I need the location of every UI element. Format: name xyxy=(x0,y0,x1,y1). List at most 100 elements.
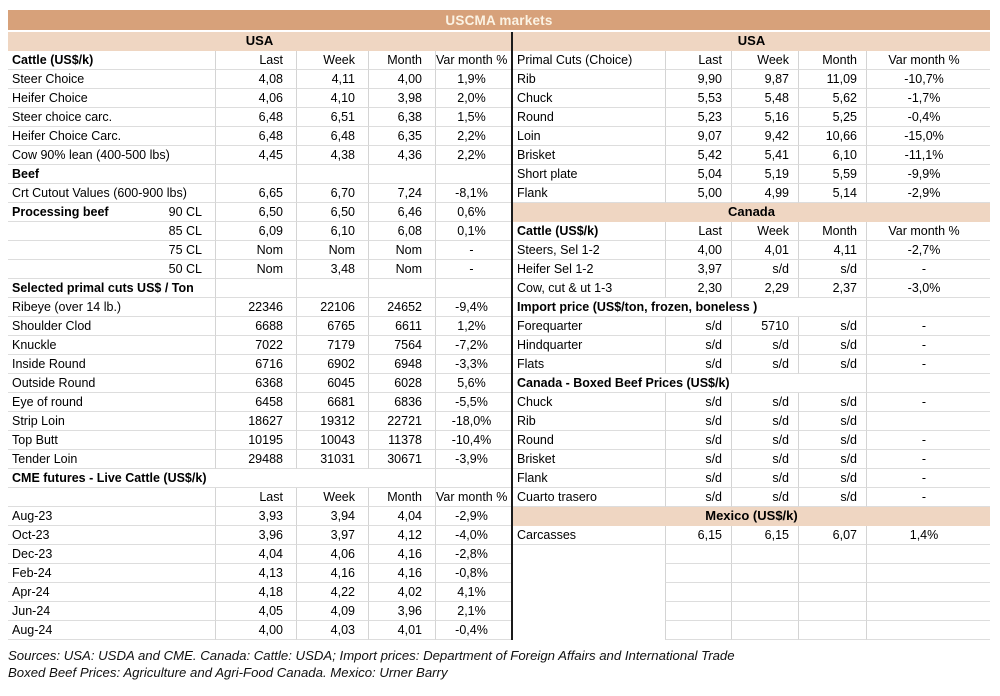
column-group-label: Cattle (US$/k) xyxy=(513,222,665,241)
cell-last: 18627 xyxy=(215,412,296,431)
row-label: Round xyxy=(513,108,665,127)
table-row: Heifer Sel 1-2 3,97 s/d s/d - xyxy=(513,260,990,279)
row-label xyxy=(513,564,665,583)
cell-var: -9,9% xyxy=(866,165,990,184)
cell-last xyxy=(215,279,296,298)
cell-month: 6,46 xyxy=(368,203,435,222)
table-row: Rib 9,90 9,87 11,09 -10,7% xyxy=(513,70,990,89)
table-row: Outside Round 6368 6045 6028 5,6% xyxy=(8,374,511,393)
cell-week: Nom xyxy=(296,241,368,260)
cell-month: s/d xyxy=(798,260,866,279)
table-row: Last Week Month Var month % xyxy=(8,488,511,507)
cell-var: -2,8% xyxy=(435,545,511,564)
cell-var: -0,4% xyxy=(866,108,990,127)
cell-last: 4,06 xyxy=(215,89,296,108)
cell-last: 9,07 xyxy=(665,127,731,146)
cell-last: s/d xyxy=(665,469,731,488)
cell-week: 6,50 xyxy=(296,203,368,222)
cell-week: 9,42 xyxy=(731,127,798,146)
cell-last: Nom xyxy=(215,260,296,279)
cell-week: 7179 xyxy=(296,336,368,355)
cell-var: -9,4% xyxy=(435,298,511,317)
column-group-label: Primal Cuts (Choice) xyxy=(513,51,665,70)
cell-month: 4,01 xyxy=(368,621,435,640)
row-label: 75 CL xyxy=(8,241,215,260)
row-sub-label: 75 CL xyxy=(168,243,202,257)
cell-last: 4,08 xyxy=(215,70,296,89)
table-row: Steer Choice 4,08 4,11 4,00 1,9% xyxy=(8,70,511,89)
row-label: Ribeye (over 14 lb.) xyxy=(8,298,215,317)
region-band-row: USA xyxy=(513,32,990,51)
cell-week: s/d xyxy=(731,450,798,469)
cell-month: s/d xyxy=(798,317,866,336)
row-label: Cow 90% lean (400-500 lbs) xyxy=(8,146,215,165)
row-label: Flank xyxy=(513,469,665,488)
row-label: Outside Round xyxy=(8,374,215,393)
table-row: 75 CL Nom Nom Nom - xyxy=(8,241,511,260)
cell-week: 6902 xyxy=(296,355,368,374)
row-label: 50 CL xyxy=(8,260,215,279)
cell-last: 5,53 xyxy=(665,89,731,108)
table-row: Selected primal cuts US$ / Ton xyxy=(8,279,511,298)
cell-week: 6,70 xyxy=(296,184,368,203)
table-row: Inside Round 6716 6902 6948 -3,3% xyxy=(8,355,511,374)
cell-var: - xyxy=(866,260,990,279)
cell-week: s/d xyxy=(731,431,798,450)
cell-week: 4,22 xyxy=(296,583,368,602)
cell-month: 4,16 xyxy=(368,545,435,564)
row-label: Chuck xyxy=(513,393,665,412)
table-row: Loin 9,07 9,42 10,66 -15,0% xyxy=(513,127,990,146)
column-group-label: Cattle (US$/k) xyxy=(8,51,215,70)
cell-var xyxy=(866,374,990,393)
cell-week: s/d xyxy=(731,469,798,488)
cell-var: -3,0% xyxy=(866,279,990,298)
table-row xyxy=(513,621,990,640)
cell-month: 4,16 xyxy=(368,564,435,583)
cell-var: -3,9% xyxy=(435,450,511,469)
cell-last: 29488 xyxy=(215,450,296,469)
row-label xyxy=(513,621,665,640)
cell-var xyxy=(866,298,990,317)
table-row xyxy=(513,564,990,583)
cell-var: - xyxy=(866,431,990,450)
cell-last xyxy=(665,564,731,583)
cell-month: 6611 xyxy=(368,317,435,336)
report-title: USCMA markets xyxy=(445,12,553,28)
cell-last: 4,05 xyxy=(215,602,296,621)
cell-var: -2,7% xyxy=(866,241,990,260)
row-label: Dec-23 xyxy=(8,545,215,564)
table-row: Carcasses 6,15 6,15 6,07 1,4% xyxy=(513,526,990,545)
table-row: Crt Cutout Values (600-900 lbs) 6,65 6,70 7… xyxy=(8,184,511,203)
row-label xyxy=(513,602,665,621)
cell-var xyxy=(866,602,990,621)
cell-month: s/d xyxy=(798,412,866,431)
sources-line-2: Boxed Beef Prices: Agriculture and Agri-… xyxy=(8,665,448,680)
report-sheet: USCMA markets USA Cattle (US$/k) Last Week M… xyxy=(8,10,990,681)
table-row: Beef xyxy=(8,165,511,184)
cell-var: - xyxy=(435,241,511,260)
tables-container: USA Cattle (US$/k) Last Week Month Var month … xyxy=(8,32,990,640)
table-row: Chuck 5,53 5,48 5,62 -1,7% xyxy=(513,89,990,108)
cell-week xyxy=(296,279,368,298)
cell-month: 6,38 xyxy=(368,108,435,127)
column-header-week: Week xyxy=(296,488,368,507)
cell-var: -7,2% xyxy=(435,336,511,355)
cell-var: 1,9% xyxy=(435,70,511,89)
row-label: Steer Choice xyxy=(8,70,215,89)
cell-last: 6,15 xyxy=(665,526,731,545)
cell-month xyxy=(368,165,435,184)
row-label: Round xyxy=(513,431,665,450)
cell-month: 30671 xyxy=(368,450,435,469)
column-header-week: Week xyxy=(731,222,798,241)
row-label: Processing beef 90 CL xyxy=(8,203,215,222)
region-band-row: Canada xyxy=(513,203,990,222)
region-band-row: USA xyxy=(8,32,511,51)
cell-month: s/d xyxy=(798,393,866,412)
cell-week xyxy=(731,583,798,602)
cell-week: 6,51 xyxy=(296,108,368,127)
table-row: Shoulder Clod 6688 6765 6611 1,2% xyxy=(8,317,511,336)
row-label: Rib xyxy=(513,70,665,89)
cell-var xyxy=(866,564,990,583)
cell-last: s/d xyxy=(665,317,731,336)
